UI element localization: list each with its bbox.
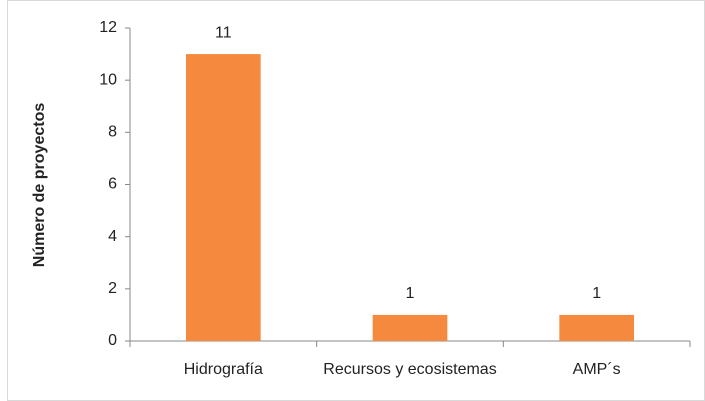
data-label: 1 (406, 285, 415, 302)
y-tick-label: 4 (108, 228, 117, 245)
x-tick-label: AMP´s (573, 361, 621, 378)
y-tick-label: 10 (99, 71, 117, 88)
y-tick-label: 12 (99, 19, 117, 36)
y-tick-label: 8 (108, 124, 117, 141)
bar (372, 314, 448, 341)
bar (559, 314, 634, 341)
bar (186, 54, 261, 341)
data-label: 1 (592, 285, 601, 302)
y-tick-label: 6 (108, 176, 117, 193)
data-label: 11 (215, 24, 232, 41)
y-tick-label: 0 (108, 332, 117, 349)
y-tick-label: 2 (108, 280, 117, 297)
y-axis-label: Número de proyectos (31, 103, 48, 268)
x-tick-label: Recursos y ecosistemas (323, 361, 496, 378)
x-tick-label: Hidrografía (184, 361, 263, 378)
